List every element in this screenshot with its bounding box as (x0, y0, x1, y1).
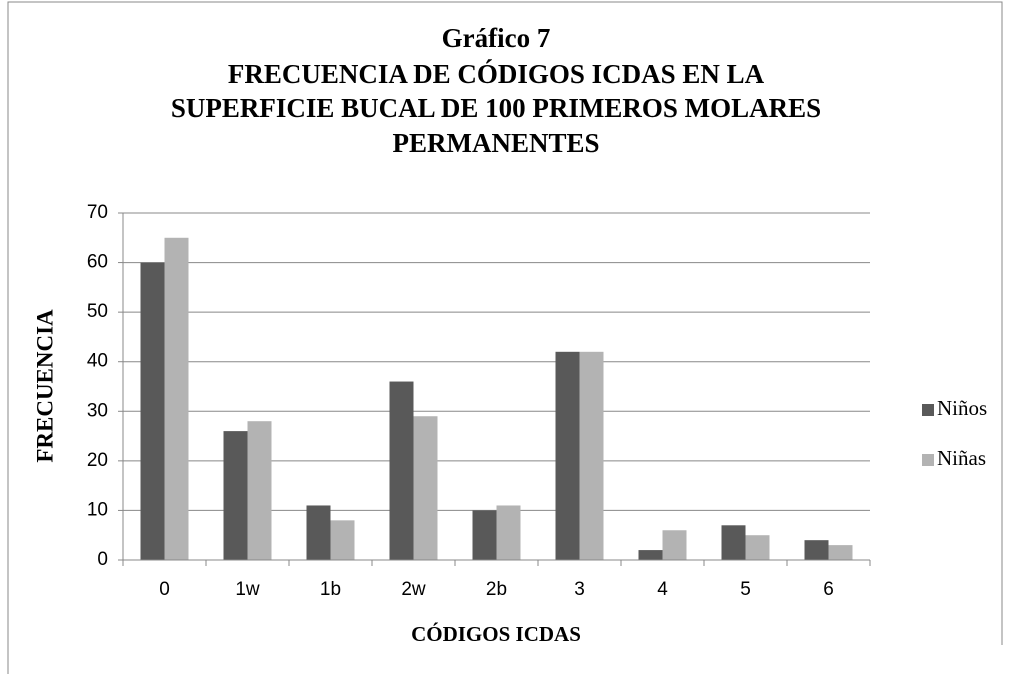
y-axis-label: FRECUENCIA (32, 309, 57, 463)
x-tick-label: 6 (823, 579, 834, 600)
legend-swatch (922, 454, 934, 466)
legend-label: Niños (937, 396, 987, 420)
chart-title: Gráfico 7 (442, 23, 551, 53)
bar (140, 262, 165, 560)
bar (496, 505, 521, 560)
chart-title: SUPERFICIE BUCAL DE 100 PRIMEROS MOLARES (171, 93, 821, 123)
y-tick-label: 50 (87, 301, 108, 322)
frame (7, 1, 1003, 674)
x-tick-label: 0 (159, 579, 170, 600)
x-tick-label: 2b (486, 579, 507, 600)
legend-label: Niñas (937, 446, 986, 470)
x-tick-label: 1b (320, 579, 341, 600)
bar (579, 351, 604, 560)
x-tick-label: 3 (574, 579, 585, 600)
bar (389, 381, 414, 560)
bar (721, 525, 746, 560)
bar (247, 421, 272, 560)
y-tick-label: 10 (87, 499, 108, 520)
bar (472, 510, 497, 560)
chart-title: PERMANENTES (392, 128, 599, 158)
bar (745, 535, 770, 560)
legend-swatch (922, 404, 934, 416)
y-tick-label: 40 (87, 351, 108, 372)
bar (413, 416, 438, 560)
x-axis-label: CÓDIGOS ICDAS (411, 622, 581, 646)
y-tick-label: 60 (87, 252, 108, 273)
bar (828, 545, 853, 560)
x-tick-label: 2w (401, 579, 426, 600)
bar (662, 530, 687, 560)
bar (804, 540, 829, 560)
y-tick-label: 20 (87, 450, 108, 471)
x-tick-label: 1w (235, 579, 260, 600)
y-tick-label: 70 (87, 202, 108, 223)
bar (638, 550, 663, 560)
y-tick-label: 30 (87, 400, 108, 421)
bar (223, 431, 248, 560)
y-tick-label: 0 (97, 549, 108, 570)
chart-title: FRECUENCIA DE CÓDIGOS ICDAS EN LA (228, 59, 765, 89)
x-tick-label: 5 (740, 579, 751, 600)
bar (555, 351, 580, 560)
x-tick-label: 4 (657, 579, 668, 600)
bar (306, 505, 331, 560)
bar (164, 237, 189, 561)
bar (330, 520, 355, 560)
